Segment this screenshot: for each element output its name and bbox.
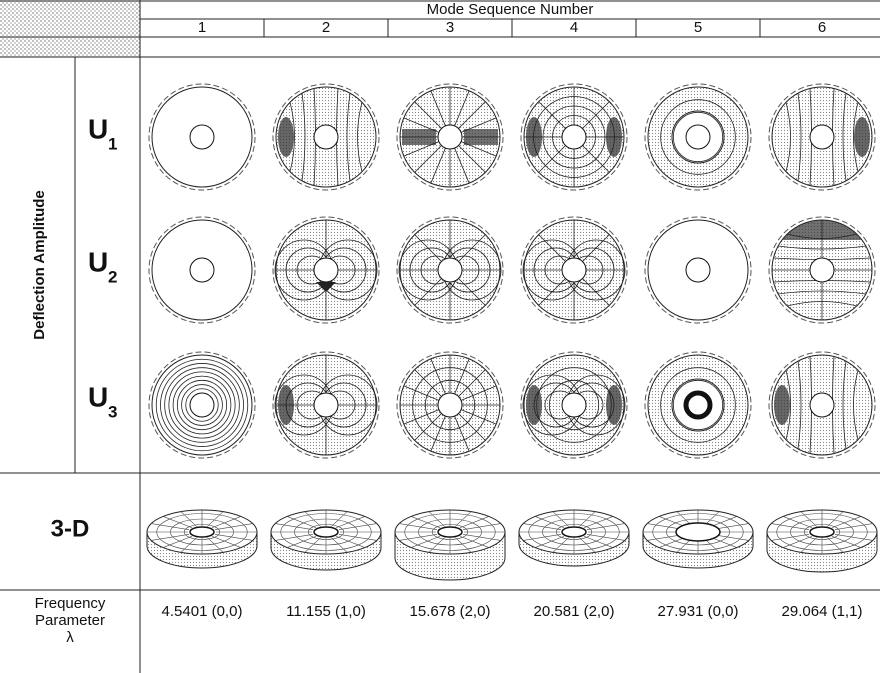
mode-shape	[521, 84, 627, 190]
mode-number: 2	[322, 19, 330, 36]
hole	[190, 393, 214, 417]
row-symbol: U	[88, 381, 108, 412]
cells	[147, 84, 877, 580]
three-d-view	[271, 510, 381, 570]
mode-shape	[397, 217, 503, 323]
mode-shape	[273, 352, 379, 458]
hole	[438, 527, 462, 537]
hole	[810, 258, 834, 282]
mode-shape	[645, 352, 751, 458]
row-symbol: U	[88, 113, 108, 144]
frequency-value: 15.678 (2,0)	[410, 603, 491, 620]
hole	[314, 393, 338, 417]
hole	[686, 258, 710, 282]
three-d-view	[519, 510, 629, 566]
mode-shape	[273, 84, 379, 190]
hole	[314, 527, 338, 537]
three-d-view	[643, 510, 753, 568]
hole	[314, 125, 338, 149]
mode-shape	[645, 84, 751, 190]
hole	[190, 527, 214, 537]
hole	[562, 527, 586, 537]
row-subscript: 2	[108, 267, 117, 286]
mode-shape	[645, 217, 751, 323]
mode-shape	[397, 352, 503, 458]
three-d-view	[767, 510, 877, 572]
frequency-value: 27.931 (0,0)	[658, 603, 739, 620]
dark-region	[854, 117, 870, 157]
frequency-label: Frequency	[35, 595, 106, 612]
mode-shape	[149, 217, 255, 323]
mode-shape	[521, 217, 627, 323]
frequency-value: 29.064 (1,1)	[782, 603, 863, 620]
frequency-value: 11.155 (1,0)	[286, 603, 366, 620]
dark-region	[774, 385, 790, 425]
hole	[810, 527, 834, 537]
hole	[562, 125, 586, 149]
hole	[438, 125, 462, 149]
mode-number: 1	[198, 19, 206, 36]
hole	[314, 258, 338, 282]
header-title: Mode Sequence Number	[427, 1, 594, 18]
hole	[562, 258, 586, 282]
corner-shading	[0, 0, 140, 57]
hole	[438, 258, 462, 282]
mode-shape	[273, 217, 379, 323]
hole	[438, 393, 462, 417]
frequency-label: Parameter	[35, 612, 105, 629]
mode-number: 3	[446, 19, 454, 36]
mode-shape	[769, 84, 875, 190]
row-subscript: 1	[108, 134, 117, 153]
frequency-label: λ	[66, 629, 74, 646]
dark-region	[278, 117, 294, 157]
hole	[190, 258, 214, 282]
hole	[562, 393, 586, 417]
hole	[810, 393, 834, 417]
mode-shape	[149, 352, 255, 458]
three-d-view	[147, 510, 257, 568]
hole	[810, 125, 834, 149]
mode-number: 5	[694, 19, 702, 36]
three-d-view	[395, 510, 505, 580]
hole	[190, 125, 214, 149]
mode-shape	[769, 217, 875, 323]
hole	[686, 125, 710, 149]
mode-shape	[149, 84, 255, 190]
row-symbol: U	[88, 246, 108, 277]
hole	[676, 523, 720, 541]
view-label: 3-D	[51, 515, 90, 542]
mode-number: 6	[818, 19, 826, 36]
mode-shape	[769, 352, 875, 458]
mode-shape	[397, 84, 503, 190]
row-subscript: 3	[108, 402, 117, 421]
side-label: Deflection Amplitude	[31, 190, 48, 339]
frequency-value: 4.5401 (0,0)	[162, 603, 243, 620]
hole	[686, 393, 710, 417]
mode-number: 4	[570, 19, 578, 36]
frequency-value: 20.581 (2,0)	[534, 603, 615, 620]
figure: Mode Sequence Number Deflection Amplitud…	[0, 0, 880, 673]
mode-shape	[521, 352, 627, 458]
